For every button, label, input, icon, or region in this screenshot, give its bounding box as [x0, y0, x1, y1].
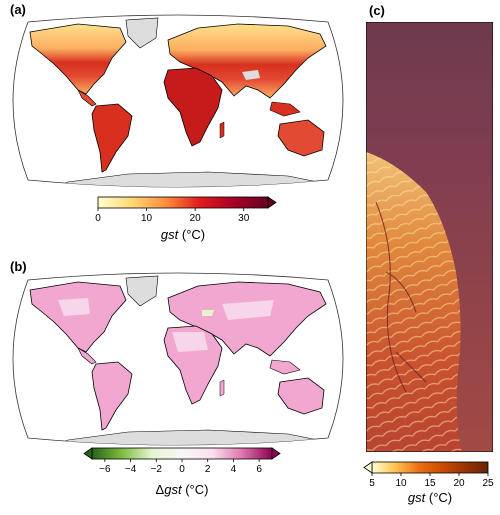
- panel-c-river-network: [375, 201, 427, 393]
- panel-label-a: (a): [10, 2, 26, 17]
- colorbar-c-gradient: [371, 461, 489, 474]
- colorbar-a: 0 10 20 30: [95, 196, 277, 224]
- colorbar-b-tick-label: 0: [179, 464, 185, 475]
- map-c-regional-gst: [366, 22, 493, 452]
- colorbar-b-gradient: [91, 447, 273, 460]
- map-a-landmasses: [29, 17, 329, 187]
- colorbar-b-unit: (°C): [185, 482, 209, 497]
- colorbar-c: 5 10 15 20 25: [363, 461, 494, 489]
- colorbar-a-var: gst: [160, 227, 179, 242]
- colorbar-b-prefix: Δ: [155, 482, 165, 497]
- colorbar-b: −6 −4 −2 0 2 4 6: [83, 447, 281, 475]
- colorbar-c-tick-label: 5: [369, 478, 375, 489]
- colorbar-b-tick-label: 6: [256, 464, 262, 475]
- colorbar-a-tick-label: 10: [141, 213, 153, 224]
- colorbar-b-tick-label: −2: [151, 464, 163, 475]
- map-a-global-gst: [12, 14, 344, 188]
- colorbar-b-tick-label: 2: [205, 464, 211, 475]
- panel-label-b: (b): [10, 259, 27, 274]
- colorbar-b-extend-min: [83, 447, 93, 460]
- colorbar-a-title: gst (°C): [118, 227, 248, 242]
- colorbar-c-var: gst: [407, 490, 426, 505]
- colorbar-c-tick-label: 15: [424, 478, 436, 489]
- colorbar-c-tick-label: 20: [453, 478, 465, 489]
- colorbar-c-unit: (°C): [428, 490, 453, 505]
- colorbar-a-extend-max: [267, 196, 277, 209]
- colorbar-a-tick-label: 20: [190, 213, 202, 224]
- colorbar-b-extend-max: [271, 447, 281, 460]
- colorbar-b-tick-label: 4: [231, 464, 237, 475]
- colorbar-b-tick-label: −4: [125, 464, 137, 475]
- colorbar-a-tick-label: 0: [95, 213, 101, 224]
- colorbar-b-tick-label: −6: [99, 464, 111, 475]
- colorbar-a-unit: (°C): [181, 227, 206, 242]
- colorbar-a-tick-label: 30: [238, 213, 250, 224]
- colorbar-c-title: gst (°C): [380, 490, 480, 505]
- colorbar-c-tick-label: 10: [395, 478, 407, 489]
- colorbar-c-tick-label: 25: [482, 478, 494, 489]
- colorbar-b-var: gst: [164, 482, 182, 497]
- colorbar-a-gradient: [97, 196, 269, 209]
- map-b-landmasses: [29, 275, 329, 445]
- colorbar-b-title: Δgst (°C): [112, 482, 252, 497]
- colorbar-c-extend-min: [363, 461, 373, 474]
- panel-label-c: (c): [369, 3, 385, 18]
- map-b-global-delta-gst: [12, 272, 344, 446]
